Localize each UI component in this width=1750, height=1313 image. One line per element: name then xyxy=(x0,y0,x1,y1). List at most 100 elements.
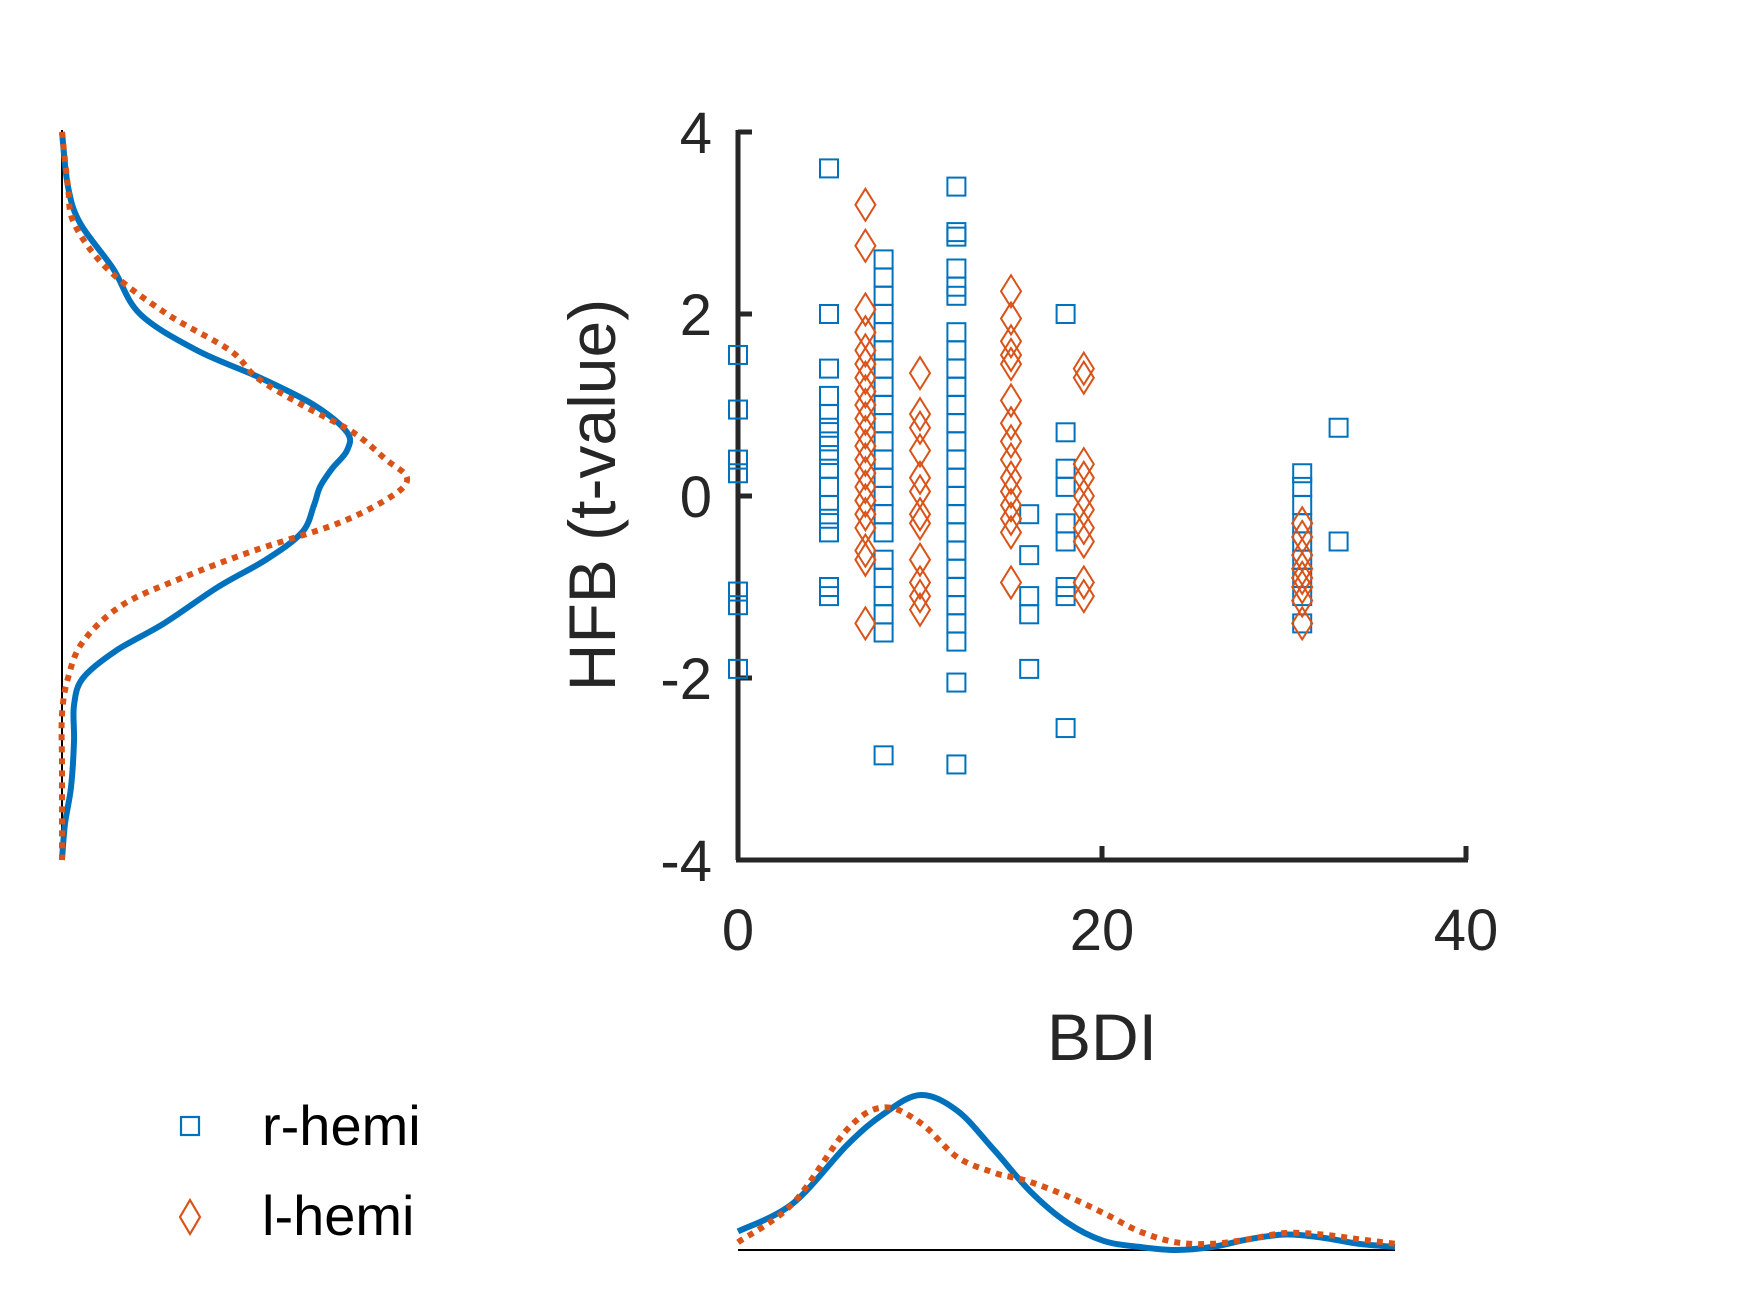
r-hemi-point xyxy=(1019,586,1040,607)
r-hemi-point xyxy=(946,358,967,379)
r-hemi-point xyxy=(1055,476,1076,497)
y-tick-label: -4 xyxy=(660,829,712,894)
r-hemi-point xyxy=(946,522,967,543)
l-hemi-point xyxy=(854,387,877,423)
r-hemi-point xyxy=(819,158,839,179)
r-hemi-point xyxy=(728,399,748,420)
l-hemi-point xyxy=(854,373,877,410)
l-hemi-point xyxy=(999,500,1023,537)
r-hemi-point xyxy=(946,467,967,488)
r-hemi-point xyxy=(946,672,967,693)
l-hemi-point xyxy=(854,441,877,478)
l-hemi-point xyxy=(1072,523,1095,560)
l-hemi-point xyxy=(854,482,877,519)
r-hemi-point xyxy=(946,504,967,525)
r-hemi-point xyxy=(873,504,894,525)
r-hemi-point xyxy=(873,413,894,434)
r-hemi-point xyxy=(873,267,894,288)
r-hemi-point xyxy=(1328,531,1349,552)
r-hemi-point xyxy=(873,285,894,306)
r-hemi-point xyxy=(728,658,748,679)
r-hemi-point xyxy=(873,376,894,397)
r-hemi-point xyxy=(873,322,894,343)
r-hemi-point xyxy=(946,486,967,506)
l-hemi-point xyxy=(908,396,932,432)
l-hemi-point xyxy=(908,432,932,469)
r-hemi-point xyxy=(1292,495,1313,516)
l-hemi-point xyxy=(999,564,1023,601)
l-hemi-point xyxy=(908,578,932,614)
l-hemi-point xyxy=(908,505,932,542)
r-hemi-point xyxy=(946,595,967,616)
l-hemi-point xyxy=(908,541,932,578)
r-hemi-point xyxy=(946,540,967,561)
legend-marker-l-hemi xyxy=(178,1197,202,1237)
r-hemi-point xyxy=(819,476,839,497)
l-hemi-point xyxy=(854,428,877,464)
l-hemi-point xyxy=(1072,564,1095,601)
marginal-y-l-hemi-curve xyxy=(58,131,411,860)
r-hemi-point xyxy=(728,581,748,602)
l-hemi-point xyxy=(854,346,877,382)
r-hemi-point xyxy=(946,395,967,415)
r-hemi-point xyxy=(946,376,967,397)
r-hemi-point xyxy=(1019,504,1040,525)
scatter-axes: -4 -2 0 2 4 0 20 40 BDI HFB (t-value) xyxy=(555,101,1498,1074)
l-hemi-point xyxy=(1072,350,1095,387)
l-hemi-point xyxy=(1072,478,1095,514)
l-hemi-point xyxy=(854,400,877,437)
l-hemi-point xyxy=(854,496,877,533)
r-hemi-point xyxy=(1019,545,1040,566)
l-hemi-point xyxy=(1072,491,1095,528)
y-tick-label: 4 xyxy=(680,101,712,166)
l-hemi-point xyxy=(854,455,877,492)
marginal-x-r-hemi-curve xyxy=(736,1092,1396,1254)
r-hemi-point xyxy=(1292,476,1313,497)
l-hemi-point xyxy=(854,414,877,451)
l-hemi-point xyxy=(999,337,1023,373)
x-tick-label: 20 xyxy=(1070,898,1135,963)
l-hemi-point xyxy=(999,473,1023,510)
r-hemi-point xyxy=(1019,658,1040,679)
legend: r-hemi l-hemi xyxy=(178,1094,421,1247)
r-hemi-point xyxy=(819,385,839,406)
marginal-x-density xyxy=(736,1092,1396,1254)
r-hemi-point xyxy=(946,176,967,197)
r-hemi-point xyxy=(946,226,967,247)
l-hemi-point xyxy=(999,514,1023,551)
r-hemi-point xyxy=(873,340,894,361)
r-hemi-point xyxy=(946,413,967,434)
r-hemi-point xyxy=(819,508,839,529)
l-hemi-point xyxy=(999,405,1023,442)
legend-marker-r-hemi xyxy=(179,1115,201,1137)
l-hemi-point xyxy=(1291,537,1314,574)
r-hemi-point xyxy=(946,577,967,597)
r-hemi-point xyxy=(819,404,839,425)
r-hemi-point xyxy=(819,522,839,543)
l-hemi-point xyxy=(1291,605,1314,642)
l-hemi-point xyxy=(999,346,1023,382)
l-hemi-point xyxy=(999,423,1023,460)
series-l-hemi-points xyxy=(854,186,1314,642)
r-hemi-point xyxy=(873,745,894,766)
l-hemi-point xyxy=(1072,509,1095,546)
y-tick-label: 0 xyxy=(680,465,712,530)
l-hemi-point xyxy=(999,323,1023,360)
r-hemi-point xyxy=(1055,718,1076,739)
x-axis-title: BDI xyxy=(1047,1000,1157,1074)
r-hemi-point xyxy=(873,604,894,625)
r-hemi-point xyxy=(819,586,839,607)
x-tick-label: 0 xyxy=(722,898,754,963)
y-tick-label: 2 xyxy=(680,283,712,348)
r-hemi-point xyxy=(946,322,967,343)
marginal-x-l-hemi-curve xyxy=(736,1104,1396,1248)
l-hemi-point xyxy=(1291,582,1314,619)
r-hemi-point xyxy=(1019,604,1040,625)
r-hemi-point xyxy=(873,549,894,570)
r-hemi-point xyxy=(819,358,839,379)
r-hemi-point xyxy=(946,558,967,579)
r-hemi-point xyxy=(946,754,967,775)
r-hemi-point xyxy=(1292,586,1313,607)
l-hemi-point xyxy=(999,300,1023,337)
